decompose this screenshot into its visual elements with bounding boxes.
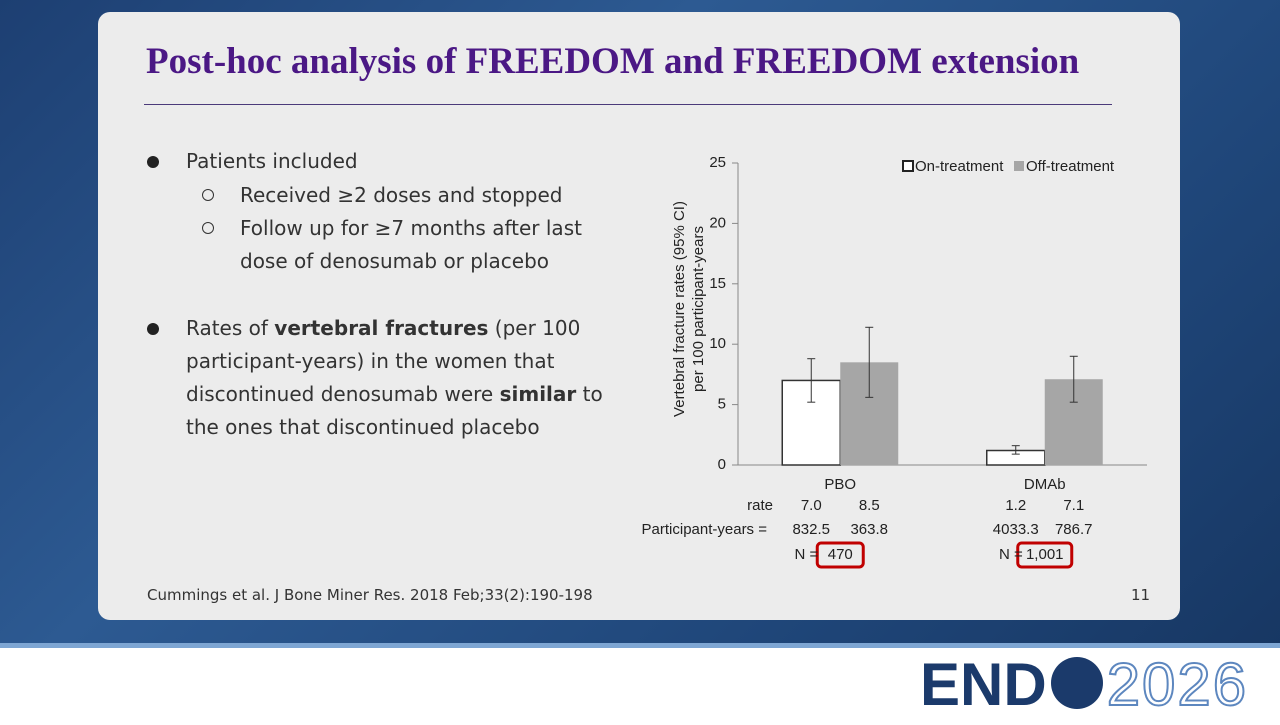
- x-tick-label: DMAb: [1024, 476, 1066, 493]
- y-tick-label: 10: [709, 335, 726, 352]
- logo-year: 2026: [1106, 650, 1249, 719]
- bullet-marker: [147, 156, 159, 168]
- logo-globe: [1050, 657, 1103, 709]
- n-value: 470: [828, 546, 853, 563]
- bullet-marker: [147, 323, 159, 335]
- sub-bullet-text: Received ≥2 doses and stopped: [240, 183, 563, 207]
- logo: END 2026: [920, 650, 1248, 719]
- y-tick-label: 25: [709, 154, 726, 171]
- legend-swatch: [902, 160, 914, 172]
- text: to the ones that discontinued placebo: [186, 382, 603, 439]
- y-tick-label: 0: [718, 456, 726, 473]
- page-number: 11: [1131, 586, 1151, 604]
- rate-label: 1.2: [1005, 497, 1026, 514]
- error-bar: [807, 358, 816, 403]
- y-axis-label: Vertebral fracture rates (95% CI): [671, 201, 688, 417]
- y-tick-label: 15: [709, 275, 726, 292]
- participant-years: 363.8: [850, 521, 888, 538]
- legend-label: On-treatment: [915, 158, 1004, 175]
- error-bar: [1069, 355, 1078, 403]
- citation: Cummings et al. J Bone Miner Res. 2018 F…: [147, 586, 593, 604]
- n-label: N =: [999, 546, 1023, 563]
- bold-text: similar: [499, 382, 577, 406]
- slide-title: Post-hoc analysis of FREEDOM and FREEDOM…: [146, 41, 1080, 82]
- slide: [98, 12, 1180, 620]
- legend-swatch: [1014, 161, 1024, 171]
- y-tick-label: 5: [718, 396, 726, 413]
- n-highlight: [1016, 541, 1074, 569]
- rate-label: 7.0: [801, 497, 822, 514]
- n-label: N =: [794, 546, 818, 563]
- participant-years: 4033.3: [993, 521, 1039, 538]
- title-rule: [144, 104, 1112, 105]
- logo-text: END: [920, 651, 1047, 718]
- sub-bullet-text: Follow up for ≥7 months after last dose …: [240, 216, 582, 273]
- rate-label: 7.1: [1063, 497, 1084, 514]
- row-label: Participant-years =: [642, 521, 768, 538]
- participant-years: 832.5: [792, 521, 830, 538]
- n-value: 1,001: [1026, 546, 1064, 563]
- x-tick-label: PBO: [824, 476, 856, 493]
- n-highlight: [815, 541, 865, 569]
- y-tick-label: 20: [709, 214, 726, 231]
- rate-label: 8.5: [859, 497, 880, 514]
- legend-label: Off-treatment: [1026, 158, 1115, 175]
- bullet-text: Patients included: [186, 149, 358, 173]
- y-axis-label: per 100 participant-years: [690, 226, 707, 392]
- sub-bullet-marker: [202, 222, 214, 234]
- sub-bullet-marker: [202, 189, 214, 201]
- text: Rates of: [186, 316, 275, 340]
- error-bar: [865, 326, 874, 398]
- row-label: rate: [747, 497, 773, 514]
- error-bar: [1011, 445, 1020, 455]
- text: (per 100 participant-years) in the women…: [186, 316, 581, 406]
- participant-years: 786.7: [1055, 521, 1093, 538]
- bullet-text: Rates of vertebral fractures (per 100 pa…: [186, 312, 611, 444]
- bold-text: vertebral fractures: [274, 316, 489, 340]
